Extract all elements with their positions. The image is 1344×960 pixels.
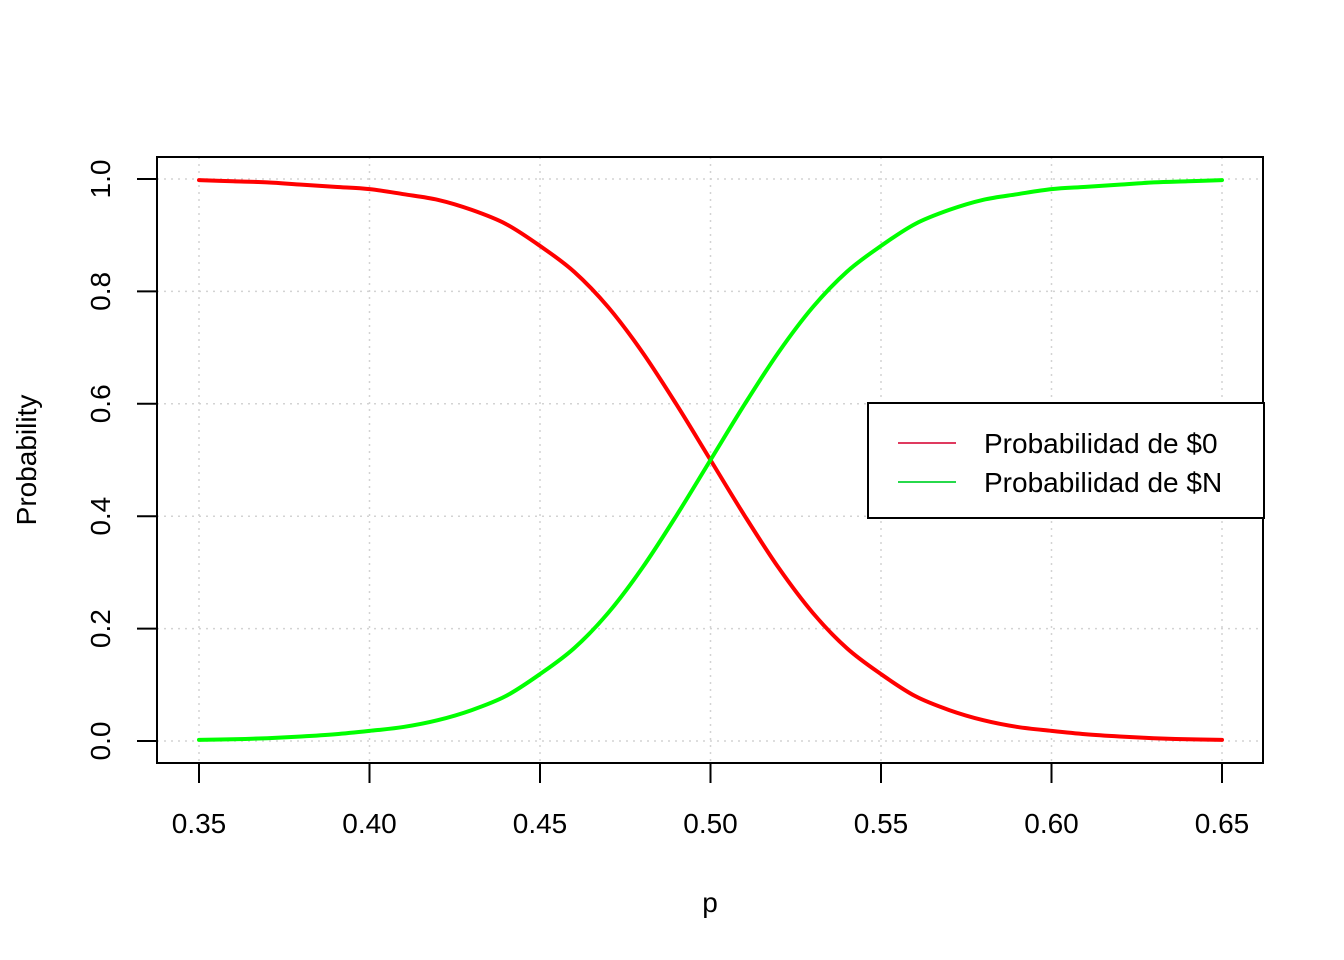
x-tick-label: 0.35 bbox=[172, 808, 227, 839]
y-axis: 0.0 0.2 0.4 0.6 0.8 1.0 bbox=[85, 160, 158, 761]
series-line-1 bbox=[197, 178, 1224, 742]
y-tick-label: 1.0 bbox=[85, 160, 116, 199]
y-tick-label: 0.6 bbox=[85, 384, 116, 423]
x-tick-label: 0.40 bbox=[342, 808, 397, 839]
x-tick-label: 0.55 bbox=[854, 808, 909, 839]
legend-label-1: Probabilidad de $N bbox=[984, 467, 1222, 498]
y-tick-label: 0.8 bbox=[85, 272, 116, 311]
legend-label-0: Probabilidad de $0 bbox=[984, 428, 1218, 459]
x-tick-label: 0.65 bbox=[1195, 808, 1250, 839]
x-axis-title: p bbox=[702, 887, 718, 918]
y-tick-label: 0.0 bbox=[85, 722, 116, 761]
legend-box bbox=[867, 402, 1265, 519]
x-axis: 0.35 0.40 0.45 0.50 0.55 0.60 0.65 bbox=[172, 762, 1250, 839]
y-tick-label: 0.4 bbox=[85, 497, 116, 536]
legend: Probabilidad de $0 Probabilidad de $N bbox=[867, 402, 1265, 519]
x-tick-label: 0.60 bbox=[1024, 808, 1079, 839]
x-tick-label: 0.45 bbox=[513, 808, 568, 839]
series-lines bbox=[197, 178, 1224, 742]
y-axis-title: Probability bbox=[11, 395, 42, 526]
x-tick-label: 0.50 bbox=[683, 808, 738, 839]
y-tick-label: 0.2 bbox=[85, 609, 116, 648]
